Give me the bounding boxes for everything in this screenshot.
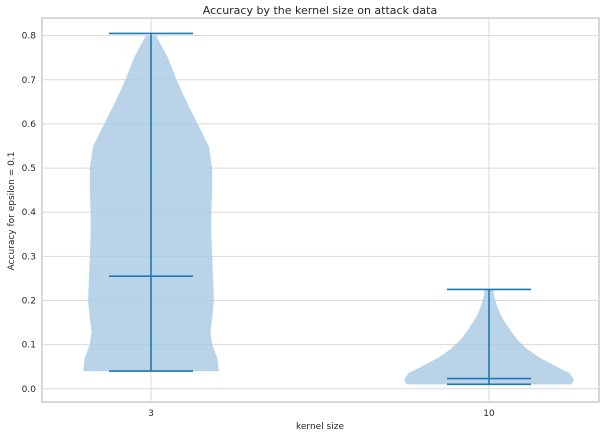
y-tick-label: 0.5 [22, 164, 36, 174]
y-axis-ticks: 0.0 0.1 0.2 0.3 0.4 0.5 0.6 0.7 0.8 [22, 32, 37, 395]
y-tick-label: 0.7 [22, 76, 36, 86]
violins [83, 32, 574, 386]
y-tick-label: 0.0 [22, 385, 37, 395]
x-axis-label: kernel size [296, 422, 344, 432]
chart-title: Accuracy by the kernel size on attack da… [203, 4, 437, 17]
x-axis-ticks: 3 10 [148, 409, 495, 419]
x-tick-label: 3 [148, 409, 154, 419]
y-tick-label: 0.6 [22, 120, 37, 130]
y-tick-label: 0.2 [22, 296, 36, 306]
x-tick-label: 10 [483, 409, 495, 419]
y-tick-label: 0.4 [22, 208, 37, 218]
y-tick-label: 0.8 [22, 32, 37, 42]
y-tick-label: 0.1 [22, 341, 36, 351]
y-axis-label: Accuracy for epsilon = 0.1 [7, 152, 17, 271]
y-tick-label: 0.3 [22, 252, 36, 262]
